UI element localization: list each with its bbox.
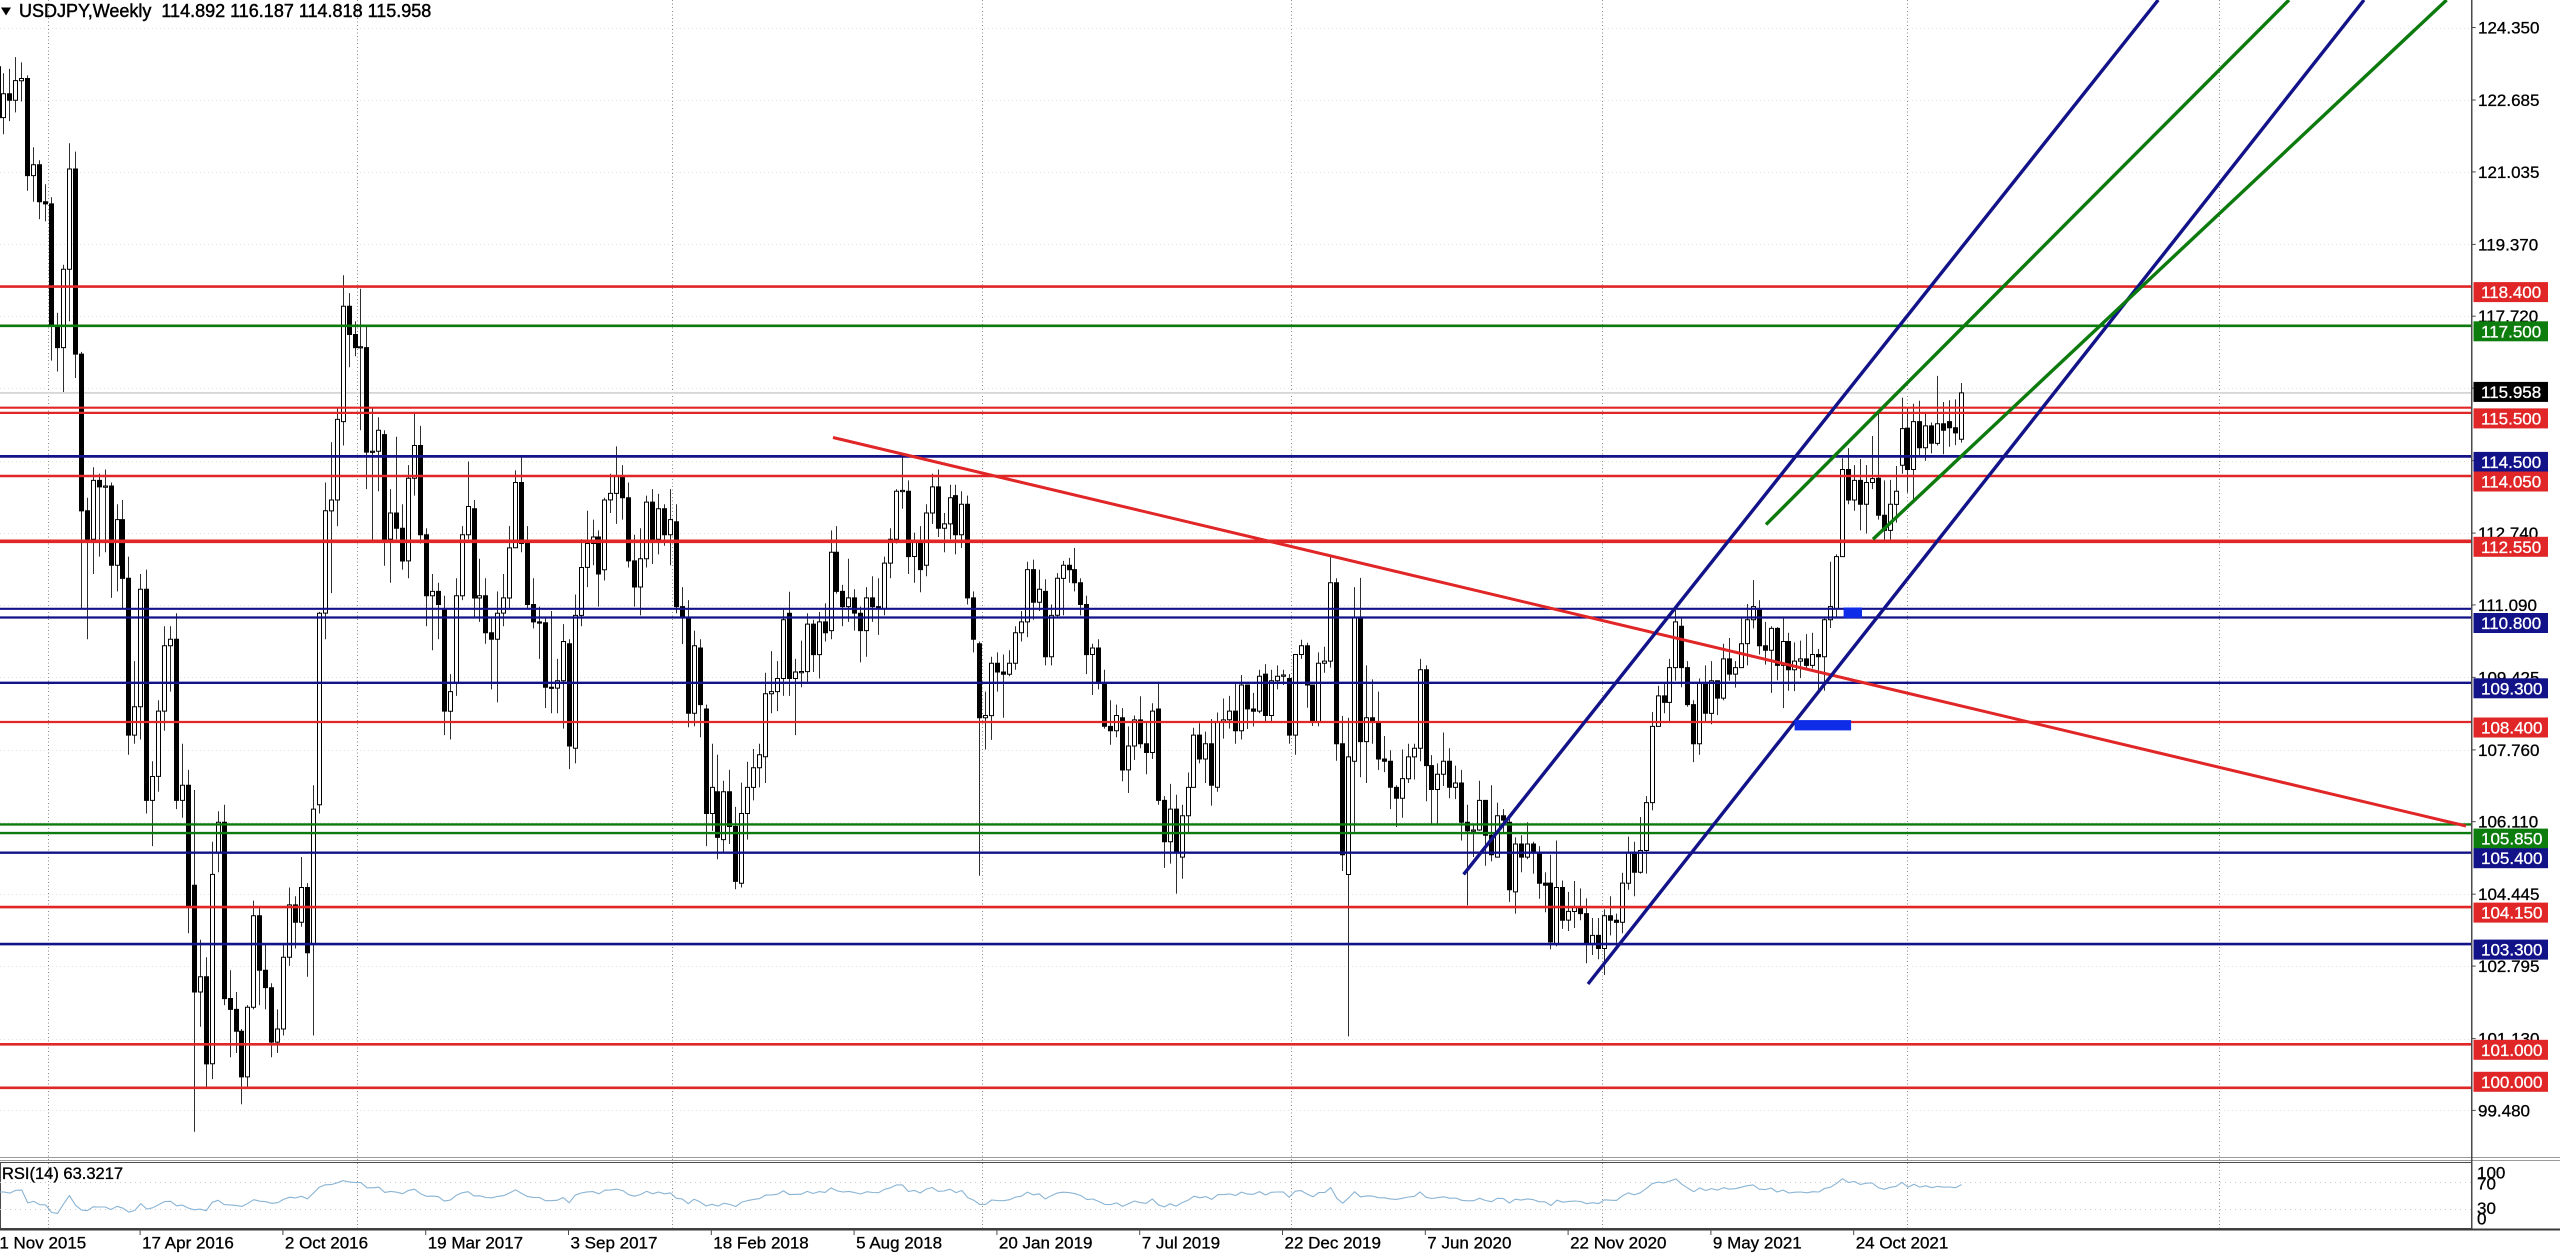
svg-text:115.500: 115.500 <box>2481 409 2541 428</box>
svg-text:70: 70 <box>2477 1175 2496 1194</box>
svg-text:5 Aug 2018: 5 Aug 2018 <box>856 1234 942 1253</box>
svg-text:100: 100 <box>2477 1164 2505 1183</box>
svg-text:2 Oct 2016: 2 Oct 2016 <box>285 1234 368 1253</box>
svg-text:124.350: 124.350 <box>2478 19 2539 38</box>
svg-text:114.500: 114.500 <box>2481 453 2541 472</box>
svg-text:9 May 2021: 9 May 2021 <box>1713 1234 1802 1253</box>
svg-text:22 Dec 2019: 22 Dec 2019 <box>1285 1234 1381 1253</box>
svg-text:20 Jan 2019: 20 Jan 2019 <box>999 1234 1093 1253</box>
svg-text:102.795: 102.795 <box>2478 957 2539 976</box>
svg-text:101.000: 101.000 <box>2481 1041 2542 1060</box>
svg-text:17 Apr 2016: 17 Apr 2016 <box>142 1234 234 1253</box>
svg-text:24 Oct 2021: 24 Oct 2021 <box>1856 1234 1949 1253</box>
svg-text:110.800: 110.800 <box>2481 614 2541 633</box>
svg-text:22 Nov 2020: 22 Nov 2020 <box>1570 1234 1666 1253</box>
svg-text:103.300: 103.300 <box>2481 941 2542 960</box>
svg-text:RSI(14) 63.3217: RSI(14) 63.3217 <box>2 1165 123 1183</box>
svg-text:7 Jul 2019: 7 Jul 2019 <box>1142 1234 1220 1253</box>
svg-text:104.445: 104.445 <box>2478 885 2539 904</box>
svg-text:30: 30 <box>2477 1199 2496 1218</box>
svg-text:1 Nov 2015: 1 Nov 2015 <box>0 1234 86 1253</box>
svg-text:100.000: 100.000 <box>2481 1073 2542 1092</box>
svg-text:3 Sep 2017: 3 Sep 2017 <box>571 1234 658 1253</box>
svg-text:114.050: 114.050 <box>2481 473 2541 492</box>
svg-text:99.480: 99.480 <box>2478 1101 2530 1120</box>
svg-text:117.500: 117.500 <box>2481 322 2541 341</box>
svg-text:104.150: 104.150 <box>2481 904 2542 923</box>
svg-text:105.400: 105.400 <box>2481 849 2542 868</box>
svg-text:7 Jun 2020: 7 Jun 2020 <box>1427 1234 1511 1253</box>
svg-text:119.370: 119.370 <box>2478 235 2538 254</box>
svg-text:105.850: 105.850 <box>2481 830 2542 849</box>
svg-text:0: 0 <box>2477 1210 2486 1229</box>
svg-text:112.550: 112.550 <box>2481 538 2541 557</box>
svg-text:111.090: 111.090 <box>2478 596 2537 615</box>
svg-text:109.300: 109.300 <box>2481 679 2542 698</box>
svg-text:106.110: 106.110 <box>2478 813 2538 832</box>
svg-text:108.400: 108.400 <box>2481 719 2542 738</box>
svg-text:121.035: 121.035 <box>2478 163 2539 182</box>
svg-text:19 Mar 2017: 19 Mar 2017 <box>428 1234 523 1253</box>
svg-text:18 Feb 2018: 18 Feb 2018 <box>713 1234 808 1253</box>
svg-text:USDJPY,Weekly 114.892 116.187: USDJPY,Weekly 114.892 116.187 114.818 11… <box>19 1 431 21</box>
svg-text:118.400: 118.400 <box>2481 283 2541 302</box>
svg-text:107.760: 107.760 <box>2478 741 2539 760</box>
svg-text:122.685: 122.685 <box>2478 91 2539 110</box>
svg-text:115.958: 115.958 <box>2481 383 2541 402</box>
